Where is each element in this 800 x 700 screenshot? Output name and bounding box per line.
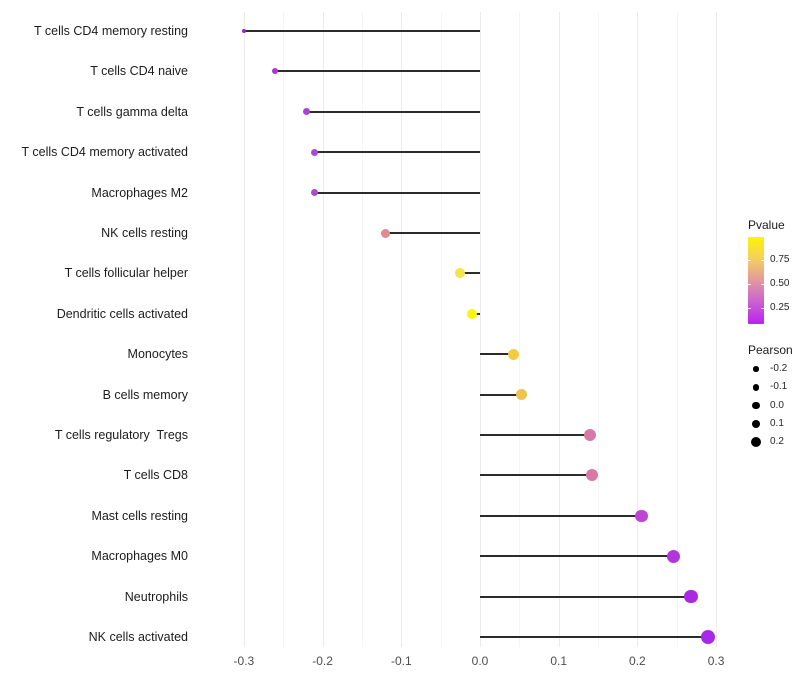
grid-line-major	[716, 12, 718, 647]
lollipop-stem	[275, 70, 480, 73]
lollipop-stem	[480, 353, 514, 356]
lollipop-stem	[480, 514, 642, 517]
lollipop-stem	[243, 30, 480, 32]
y-axis-label: Macrophages M2	[91, 185, 188, 200]
grid-line-major	[637, 12, 639, 647]
lollipop-stem	[480, 474, 592, 477]
pearson-size-dot	[751, 437, 761, 448]
pearson-size-dot	[751, 419, 761, 429]
grid-line-minor	[283, 12, 285, 647]
x-tick-label: -0.3	[233, 654, 255, 668]
grid-line-minor	[440, 12, 442, 647]
pvalue-legend: Pvalue 0.75 0.50 0.25	[748, 218, 800, 330]
pearson-legend-item: 0.0	[748, 397, 800, 416]
y-axis-label: T cells CD4 memory resting	[34, 24, 188, 38]
lollipop-dot	[508, 348, 520, 360]
lollipop-dot	[700, 629, 716, 645]
colorbar-tick	[748, 308, 751, 309]
pvalue-legend-title: Pvalue	[748, 218, 785, 232]
lollipop-stem	[480, 636, 709, 638]
pearson-size-label: 0.2	[770, 436, 784, 448]
lollipop-stem	[480, 555, 674, 558]
pearson-legend-item: 0.1	[748, 415, 800, 434]
grid-line-major	[558, 12, 560, 647]
y-axis-label: T cells regulatory Tregs	[54, 428, 188, 442]
lollipop-dot	[635, 509, 648, 523]
colorbar-tick	[761, 284, 764, 285]
lollipop-dot	[241, 28, 247, 34]
pearson-legend-item: -0.2	[748, 360, 800, 379]
y-axis-label: T cells CD4 naive	[90, 64, 188, 79]
x-tick-label: 0.0	[471, 654, 489, 668]
y-axis-label: Monocytes	[127, 347, 188, 362]
grid-line-major	[243, 12, 245, 647]
lollipop-dot	[303, 108, 311, 116]
lollipop-dot	[310, 188, 319, 197]
y-axis-label: T cells CD8	[123, 468, 188, 483]
grid-line-minor	[676, 12, 678, 647]
pvalue-colorbar	[748, 237, 764, 324]
pearson-size-dot	[753, 366, 759, 372]
lollipop-stem	[460, 272, 480, 275]
colorbar-tick-label: 0.50	[770, 278, 790, 289]
colorbar-tick	[761, 308, 764, 309]
colorbar-tick-label: 0.75	[770, 254, 790, 265]
grid-line-minor	[361, 12, 363, 647]
y-axis-label: Mast cells resting	[91, 508, 188, 523]
y-axis-label: T cells follicular helper	[64, 266, 188, 281]
colorbar-tick	[748, 260, 751, 261]
grid-line-minor	[598, 12, 600, 647]
lollipop-dot	[311, 148, 319, 156]
lollipop-stem	[480, 393, 522, 396]
colorbar-tick	[748, 284, 751, 285]
pearson-legend: Pearson -0.2 -0.1 0.0 0.1 0.2	[748, 343, 800, 453]
x-tick-label: 0.3	[707, 654, 725, 668]
lollipop-dot	[515, 388, 528, 401]
pearson-legend-title: Pearson	[748, 343, 793, 357]
lollipop-stem	[385, 232, 480, 234]
colorbar-tick	[761, 260, 764, 261]
lollipop-dot	[585, 469, 598, 482]
lollipop-dot	[381, 228, 391, 238]
y-axis-label: B cells memory	[102, 387, 188, 402]
pearson-size-label: -0.1	[770, 381, 788, 393]
pearson-size-label: -0.2	[770, 363, 788, 374]
y-axis-label: Macrophages M0	[91, 549, 188, 564]
pearson-legend-item: 0.2	[748, 433, 800, 452]
lollipop-stem	[480, 595, 691, 598]
lollipop-dot	[684, 589, 698, 604]
pearson-legend-item: -0.1	[748, 378, 800, 397]
grid-line-minor	[519, 12, 521, 647]
y-axis-label: T cells CD4 memory activated	[21, 145, 189, 160]
pearson-size-label: 0.1	[770, 417, 784, 429]
y-axis-label: T cells gamma delta	[76, 104, 188, 119]
x-tick-label: 0.2	[629, 654, 646, 668]
x-tick-label: 0.1	[550, 654, 568, 668]
lollipop-dot	[455, 268, 466, 279]
pearson-size-dot	[752, 401, 760, 410]
lollipop-dot	[467, 308, 478, 319]
pearson-size-label: 0.0	[770, 399, 784, 411]
y-axis-label: Neutrophils	[124, 589, 188, 604]
lollipop-stem	[306, 110, 480, 113]
grid-line-major	[401, 12, 403, 647]
lollipop-stem	[480, 434, 591, 436]
y-axis-label: NK cells resting	[101, 226, 188, 240]
lollipop-dot	[272, 68, 279, 75]
lollipop-dot	[584, 429, 597, 441]
y-axis-label: Dendritic cells activated	[56, 306, 188, 321]
colorbar-tick-label: 0.25	[770, 302, 790, 313]
grid-line-major	[322, 12, 324, 647]
grid-line-major	[480, 12, 481, 647]
x-tick-label: -0.2	[312, 654, 333, 668]
lollipop-stem	[314, 151, 480, 154]
y-axis-label: NK cells activated	[88, 630, 188, 644]
pearson-size-dot	[752, 384, 760, 391]
lollipop-dot	[667, 549, 681, 563]
lollipop-stem	[314, 191, 480, 194]
x-tick-label: -0.1	[390, 654, 412, 668]
